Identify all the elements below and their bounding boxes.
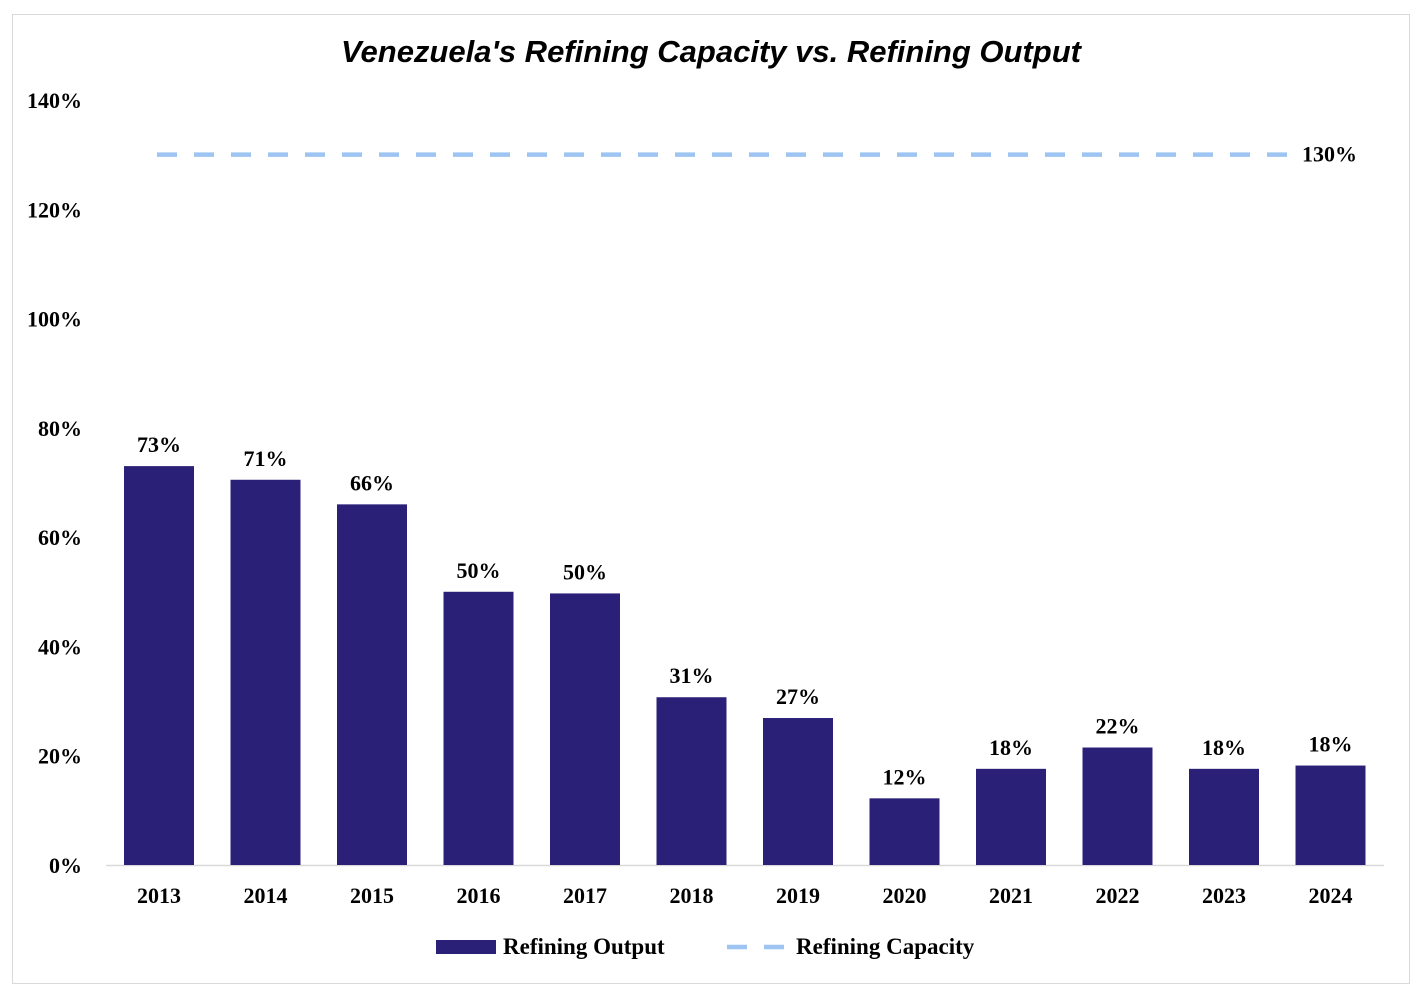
bar-2024 bbox=[1295, 765, 1366, 865]
y-tick-label: 100% bbox=[27, 307, 82, 332]
y-tick-label: 60% bbox=[38, 525, 82, 550]
data-label: 71% bbox=[244, 446, 288, 471]
legend-label-refining-output: Refining Output bbox=[503, 934, 665, 959]
y-tick-label: 0% bbox=[49, 853, 82, 878]
x-tick-label: 2024 bbox=[1309, 883, 1353, 908]
bar-2015 bbox=[337, 504, 407, 865]
x-tick-label: 2020 bbox=[883, 883, 927, 908]
x-tick-label: 2017 bbox=[563, 883, 607, 908]
y-tick-label: 20% bbox=[38, 744, 82, 769]
x-tick-label: 2016 bbox=[457, 883, 501, 908]
y-tick-label: 80% bbox=[38, 416, 82, 441]
data-label: 50% bbox=[457, 558, 501, 583]
bar-2017 bbox=[550, 593, 620, 865]
bar-2021 bbox=[976, 768, 1046, 865]
data-label: 27% bbox=[776, 684, 820, 709]
capacity-end-label: 130% bbox=[1302, 142, 1357, 167]
bar-2016 bbox=[443, 591, 514, 865]
data-label: 18% bbox=[1202, 735, 1246, 760]
bar-2023 bbox=[1189, 768, 1259, 865]
x-tick-label: 2022 bbox=[1096, 883, 1140, 908]
x-tick-label: 2021 bbox=[989, 883, 1033, 908]
data-label: 66% bbox=[350, 470, 394, 495]
x-tick-label: 2014 bbox=[244, 883, 288, 908]
data-label: 73% bbox=[137, 432, 181, 457]
legend-label-refining-capacity: Refining Capacity bbox=[796, 934, 975, 959]
x-tick-label: 2015 bbox=[350, 883, 394, 908]
x-tick-label: 2018 bbox=[670, 883, 714, 908]
bar-2020 bbox=[869, 798, 940, 865]
x-tick-label: 2013 bbox=[137, 883, 181, 908]
chart-title: Venezuela's Refining Capacity vs. Refini… bbox=[341, 34, 1083, 69]
bar-2019 bbox=[763, 718, 833, 865]
y-tick-label: 120% bbox=[27, 197, 82, 222]
data-label: 12% bbox=[883, 764, 927, 789]
data-label: 31% bbox=[670, 663, 714, 688]
bar-2018 bbox=[656, 697, 727, 865]
legend-swatch-refining-output bbox=[436, 940, 496, 954]
bar-2014 bbox=[230, 479, 301, 865]
data-label: 18% bbox=[1309, 732, 1353, 757]
data-label: 22% bbox=[1096, 714, 1140, 739]
y-tick-label: 140% bbox=[27, 88, 82, 113]
x-tick-label: 2019 bbox=[776, 883, 820, 908]
data-label: 50% bbox=[563, 559, 607, 584]
x-tick-label: 2023 bbox=[1202, 883, 1246, 908]
bar-2022 bbox=[1082, 747, 1153, 865]
data-label: 18% bbox=[989, 735, 1033, 760]
y-tick-label: 40% bbox=[38, 634, 82, 659]
bar-2013 bbox=[124, 466, 194, 865]
